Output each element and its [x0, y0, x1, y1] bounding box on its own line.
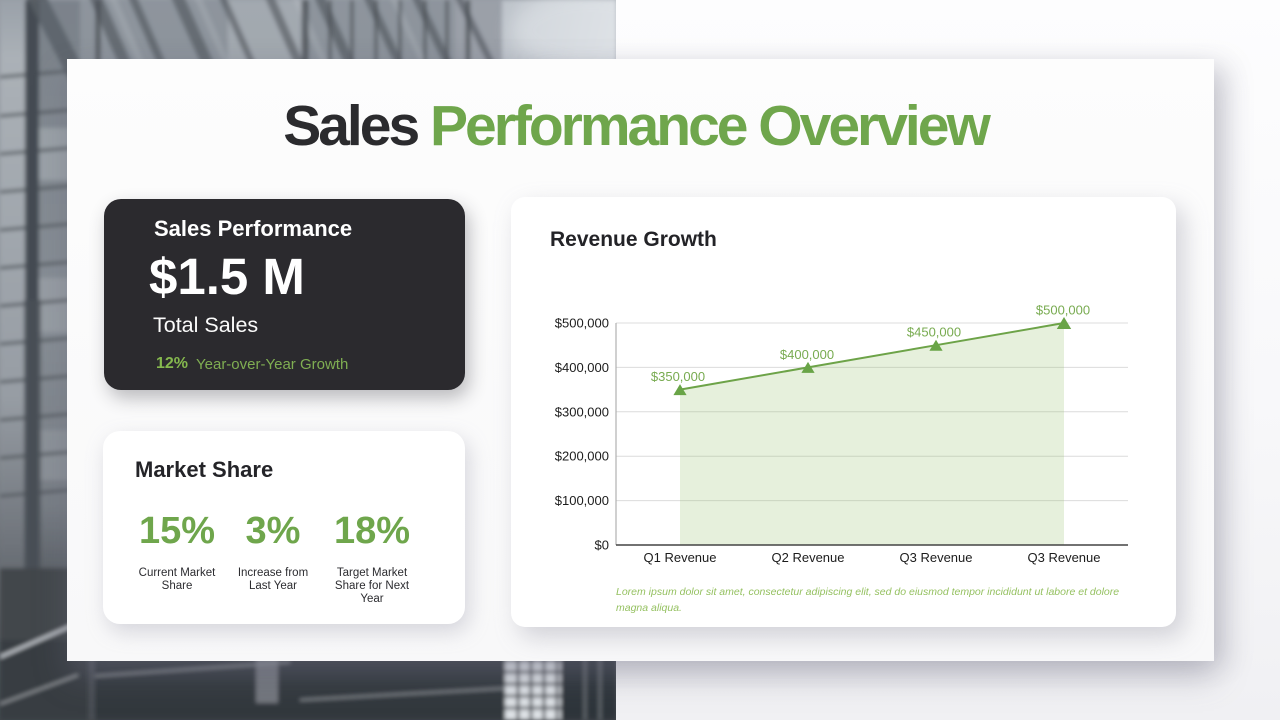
- svg-text:$100,000: $100,000: [555, 493, 609, 508]
- svg-text:$300,000: $300,000: [555, 404, 609, 419]
- svg-text:$350,000: $350,000: [651, 369, 705, 384]
- svg-text:$200,000: $200,000: [555, 449, 609, 464]
- svg-text:$500,000: $500,000: [1036, 302, 1090, 317]
- svg-text:$450,000: $450,000: [907, 325, 961, 340]
- svg-text:$400,000: $400,000: [555, 360, 609, 375]
- svg-text:Q3 Revenue: Q3 Revenue: [1028, 550, 1101, 565]
- svg-text:$400,000: $400,000: [780, 347, 834, 362]
- svg-text:Q1 Revenue: Q1 Revenue: [644, 550, 717, 565]
- svg-text:Q3 Revenue: Q3 Revenue: [900, 550, 973, 565]
- svg-text:$0: $0: [595, 538, 609, 553]
- svg-text:Q2 Revenue: Q2 Revenue: [772, 550, 845, 565]
- svg-text:$500,000: $500,000: [555, 316, 609, 331]
